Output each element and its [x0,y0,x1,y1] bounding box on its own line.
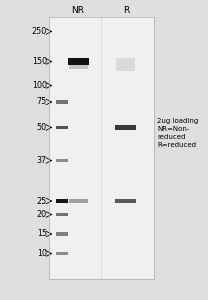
Text: R: R [123,6,130,15]
Bar [56,232,68,236]
Bar [69,199,88,203]
Bar [56,199,68,203]
Bar [56,159,68,162]
Bar [49,16,154,279]
Text: 20: 20 [37,210,47,219]
Text: 50: 50 [37,123,47,132]
Text: 37: 37 [37,156,47,165]
Bar [56,252,68,255]
Text: 100: 100 [32,81,47,90]
Bar [115,199,136,203]
Text: 75: 75 [37,98,47,106]
Bar [69,65,88,69]
Text: 150: 150 [32,57,47,66]
Bar [56,126,68,129]
Text: 15: 15 [37,230,47,238]
Bar [56,213,68,216]
Text: 10: 10 [37,249,47,258]
Text: 250: 250 [32,27,47,36]
Bar [56,100,68,104]
Bar [115,125,136,130]
Text: 25: 25 [37,196,47,206]
Bar [49,16,154,279]
Text: 2ug loading
NR=Non-
reduced
R=reduced: 2ug loading NR=Non- reduced R=reduced [157,118,198,148]
Bar [68,58,89,65]
Bar [116,58,135,71]
Text: NR: NR [71,6,84,15]
